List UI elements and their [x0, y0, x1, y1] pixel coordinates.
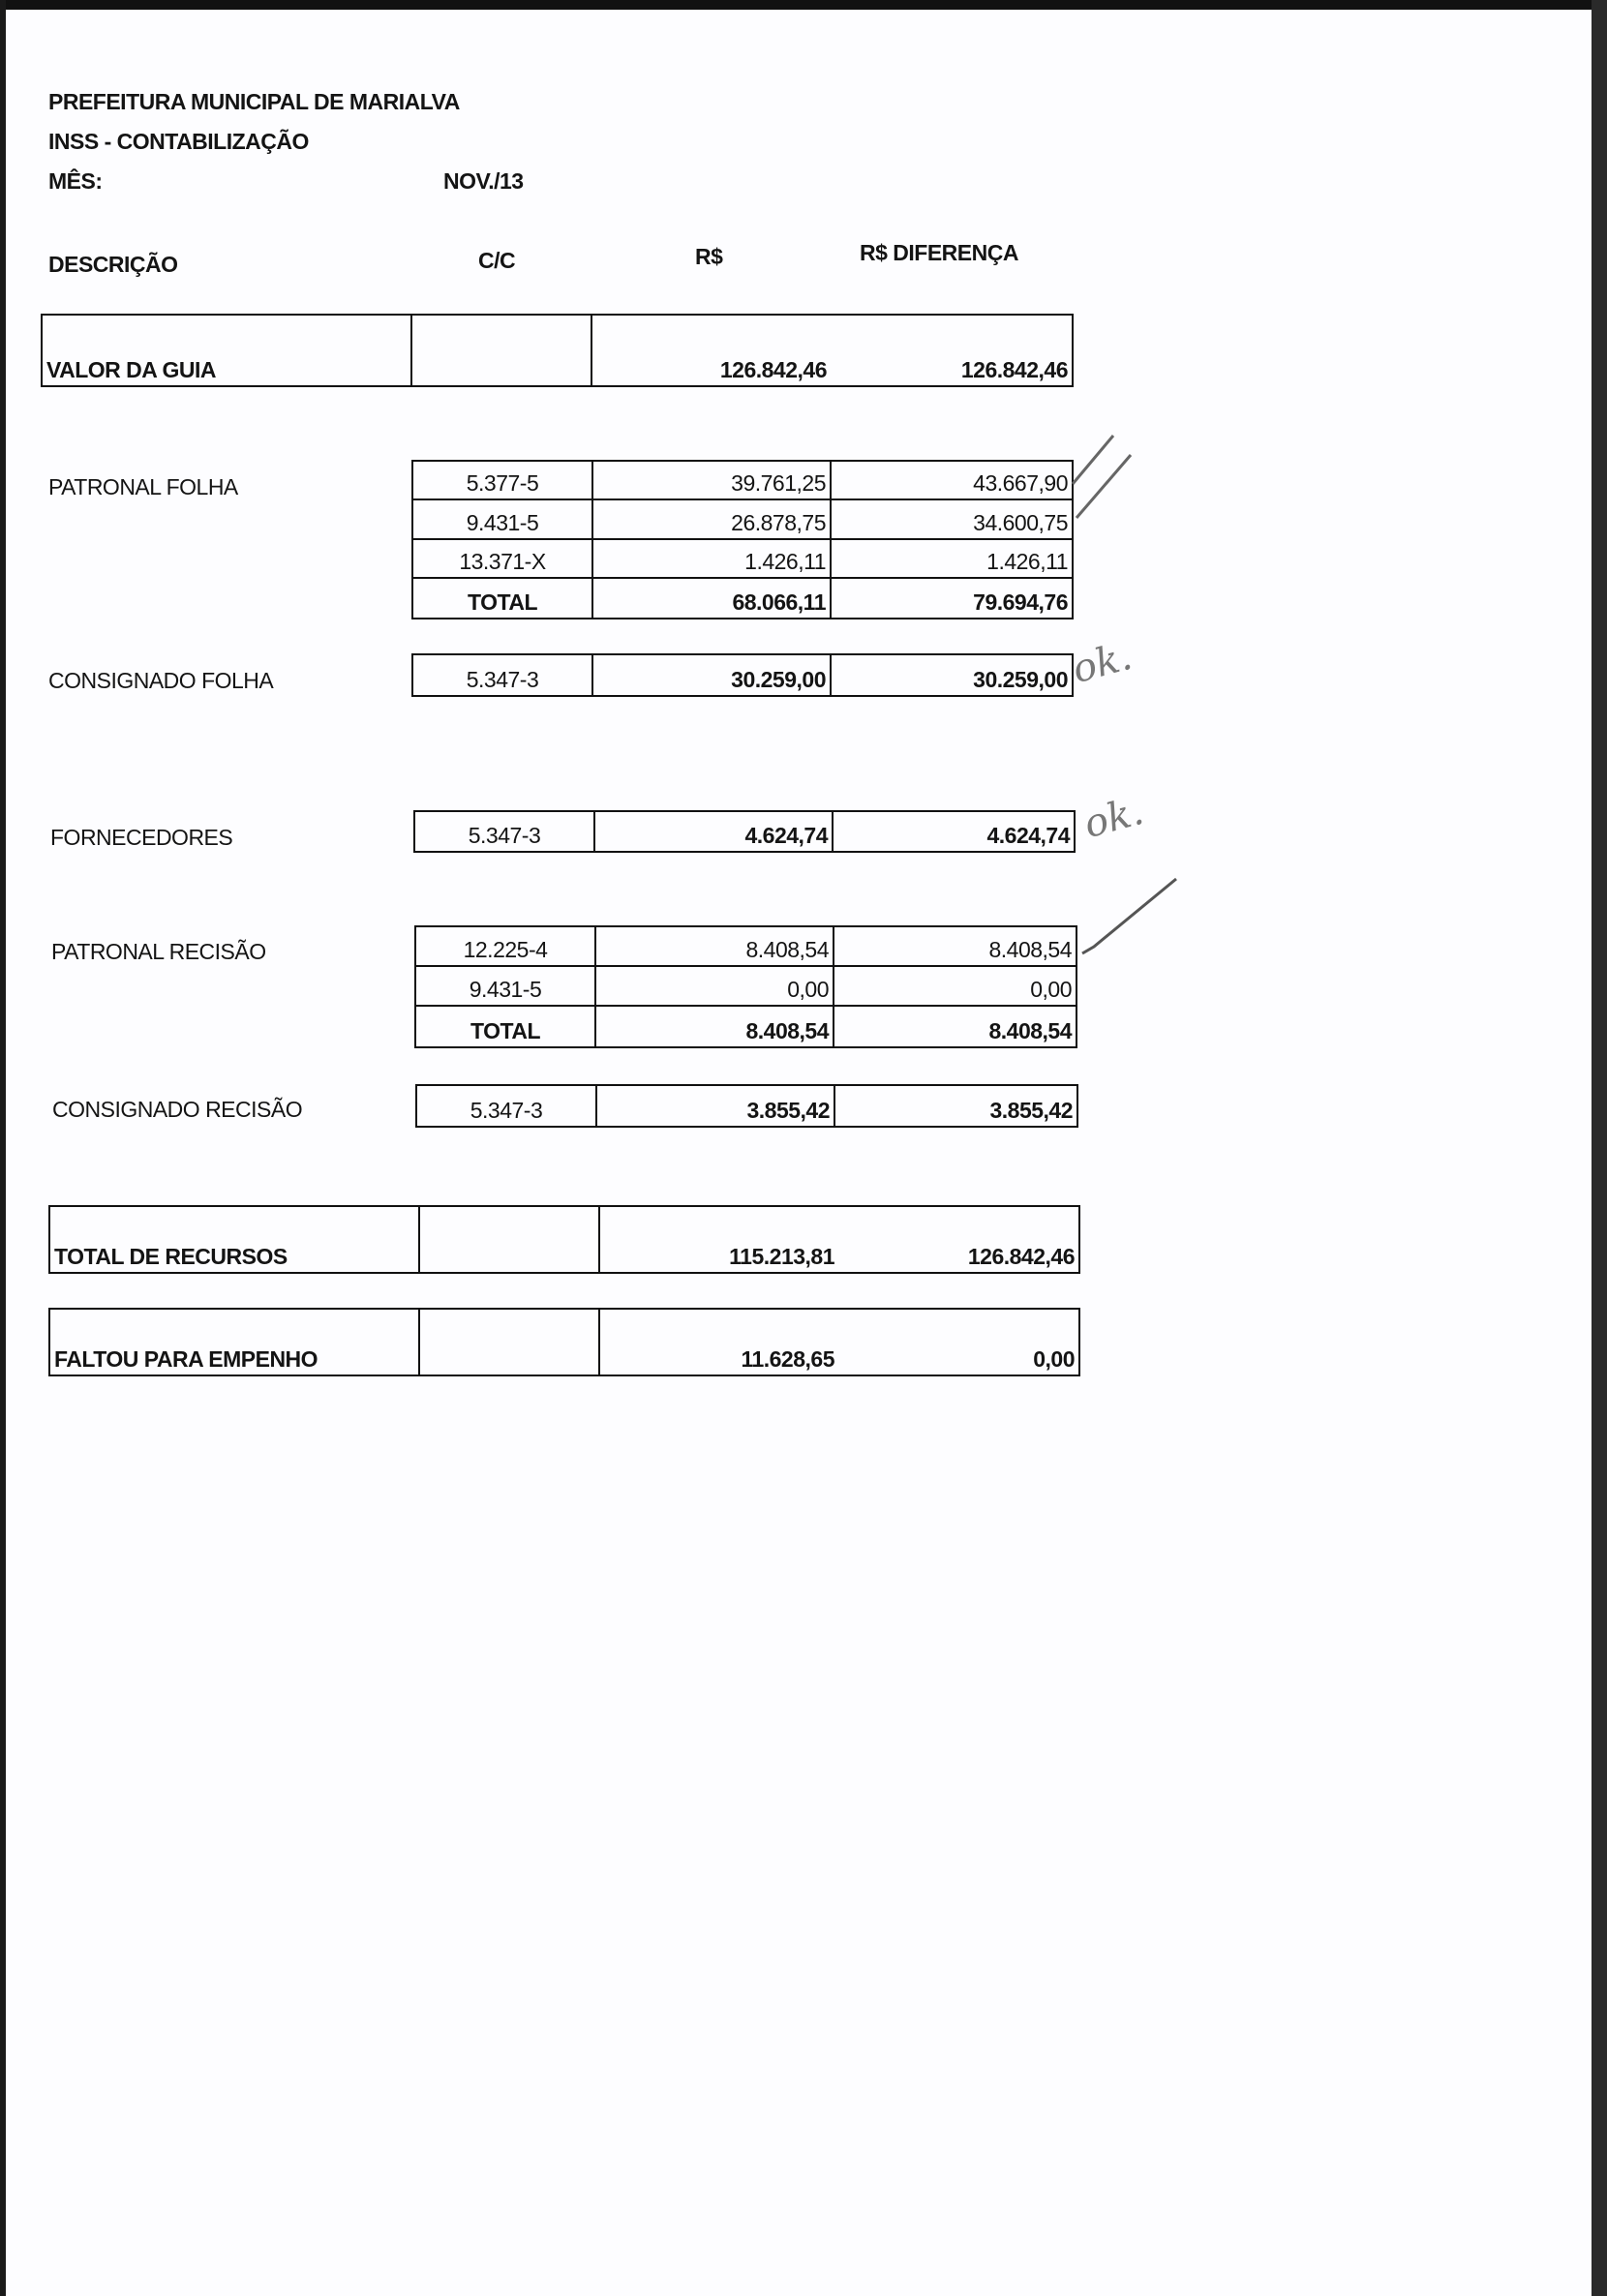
patronal-folha-label: PATRONAL FOLHA — [48, 474, 238, 499]
table-row-cc: 13.371-X — [413, 539, 593, 579]
fornecedores-rs: 4.624,74 — [595, 812, 834, 851]
total-recursos-label: TOTAL DE RECURSOS — [50, 1207, 420, 1272]
consignado-recisao-rs: 3.855,42 — [597, 1086, 835, 1126]
consignado-folha-rs: 30.259,00 — [593, 655, 832, 695]
check-mark-icon — [1075, 454, 1133, 519]
valor-guia-table: VALOR DA GUIA 126.842,46 126.842,46 — [41, 314, 1074, 387]
consignado-recisao-table: 5.347-3 3.855,42 3.855,42 — [415, 1084, 1078, 1128]
table-row-diferenca: 0,00 — [834, 967, 1076, 1007]
table-row-diferenca: 1.426,11 — [832, 540, 1072, 579]
faltou-empenho-table: FALTOU PARA EMPENHO 11.628,65 0,00 — [48, 1308, 1080, 1376]
table-row-rs: 8.408,54 — [596, 927, 834, 967]
col-header-cc: C/C — [478, 248, 516, 273]
col-header-descricao: DESCRIÇÃO — [48, 252, 178, 277]
faltou-empenho-cc — [420, 1310, 600, 1375]
total-diferenca: 8.408,54 — [988, 1018, 1072, 1043]
table-row-diferenca: 43.667,90 — [832, 462, 1072, 501]
consignado-folha-table: 5.347-3 30.259,00 30.259,00 — [411, 653, 1074, 697]
table-row-cc: 9.431-5 — [416, 967, 596, 1007]
valor-guia-label: VALOR DA GUIA — [43, 316, 412, 385]
col-header-diferenca: R$ DIFERENÇA — [860, 240, 1018, 265]
valor-guia-diferenca: 126.842,46 — [960, 357, 1069, 382]
valor-guia-cc — [412, 316, 592, 385]
faltou-empenho-diferenca: 0,00 — [1033, 1346, 1075, 1372]
table-row-cc: 5.377-5 — [413, 462, 593, 501]
consignado-recisao-label: CONSIGNADO RECISÃO — [52, 1097, 303, 1122]
fornecedores-cc: 5.347-3 — [415, 812, 595, 851]
table-row-diferenca: 34.600,75 — [832, 500, 1072, 540]
consignado-recisao-diferenca: 3.855,42 — [989, 1098, 1073, 1123]
check-mark-icon — [1071, 435, 1115, 485]
table-row-rs: 39.761,25 — [593, 462, 832, 501]
consignado-folha-cc: 5.347-3 — [413, 655, 593, 695]
consignado-recisao-cc: 5.347-3 — [417, 1086, 597, 1126]
total-recursos-diferenca: 126.842,46 — [967, 1244, 1076, 1269]
patronal-recisao-table: 12.225-4 8.408,54 8.408,54 9.431-5 0,00 … — [414, 925, 1077, 1048]
total-recursos-cc — [420, 1207, 600, 1272]
doc-subtitle: INSS - CONTABILIZAÇÃO — [48, 129, 309, 154]
consignado-folha-diferenca: 30.259,00 — [973, 667, 1068, 692]
org-title: PREFEITURA MUNICIPAL DE MARIALVA — [48, 89, 460, 114]
table-row-cc: 12.225-4 — [416, 927, 596, 967]
check-mark-icon — [1081, 877, 1177, 955]
fornecedores-diferenca: 4.624,74 — [986, 823, 1070, 848]
col-header-rs: R$ — [695, 244, 723, 269]
scan-edge-left — [0, 0, 6, 2296]
faltou-empenho-rs: 11.628,65 — [741, 1346, 834, 1372]
total-rs: 8.408,54 — [596, 1007, 834, 1046]
table-row-rs: 1.426,11 — [593, 539, 832, 579]
table-row-rs: 0,00 — [596, 967, 834, 1007]
total-cc: TOTAL — [413, 578, 593, 618]
table-row-cc: 9.431-5 — [413, 500, 593, 540]
total-diferenca: 79.694,76 — [973, 589, 1068, 615]
month-value: NOV./13 — [443, 168, 524, 194]
total-recursos-rs: 115.213,81 — [729, 1244, 834, 1269]
total-rs: 68.066,11 — [593, 578, 832, 618]
total-cc: TOTAL — [416, 1007, 596, 1046]
scan-edge-top — [0, 0, 1607, 10]
consignado-folha-label: CONSIGNADO FOLHA — [48, 668, 274, 693]
patronal-folha-table: 5.377-5 39.761,25 43.667,90 9.431-5 26.8… — [411, 460, 1074, 619]
scan-edge-right — [1592, 0, 1607, 2296]
total-recursos-table: TOTAL DE RECURSOS 115.213,81 126.842,46 — [48, 1205, 1080, 1274]
month-label: MÊS: — [48, 168, 103, 194]
faltou-empenho-label: FALTOU PARA EMPENHO — [50, 1310, 420, 1375]
patronal-recisao-label: PATRONAL RECISÃO — [51, 939, 266, 964]
valor-guia-rs: 126.842,46 — [719, 357, 828, 382]
table-row-rs: 26.878,75 — [593, 500, 832, 540]
table-row-diferenca: 8.408,54 — [834, 927, 1076, 967]
fornecedores-table: 5.347-3 4.624,74 4.624,74 — [413, 810, 1076, 853]
fornecedores-label: FORNECEDORES — [50, 825, 233, 850]
